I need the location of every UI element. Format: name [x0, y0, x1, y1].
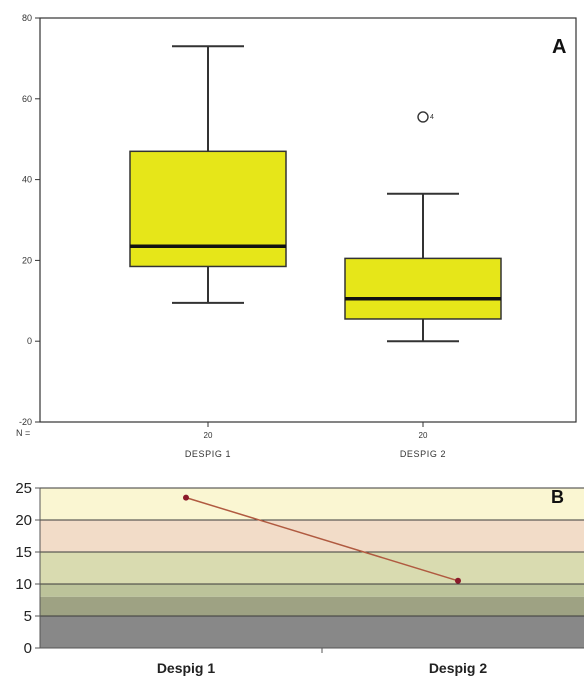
panel-b-band: [40, 584, 584, 597]
panel-b-y-axis: 0 5 10 15 20 25: [15, 480, 40, 657]
panel-a-label: A: [552, 36, 566, 58]
panel-b-linechart: 0 5 10 15 20 25 Despig 1 Despig 2 B: [15, 480, 584, 676]
panel-b-band: [40, 616, 584, 648]
panel-a-x-axis: 20 DESPIG 1 20 DESPIG 2: [185, 422, 446, 459]
panel-a-category-label: DESPIG 1: [185, 449, 231, 459]
panel-b-category-label: Despig 2: [429, 660, 488, 676]
panel-a-boxplot: A N = -20 0 20 40 60 80 4 20 DESPIG 1 20 DESPIG …: [16, 13, 577, 459]
panel-a-y-tick-label: -20: [19, 417, 32, 427]
panel-b-gridlines: [40, 487, 584, 617]
panel-a-y-tick-label: 60: [22, 94, 32, 104]
panel-a-n-label: N =: [16, 428, 30, 438]
panel-b-x-axis: Despig 1 Despig 2: [157, 660, 488, 676]
panel-b-y-tick-label: 25: [15, 480, 32, 497]
panel-a-boxes: [129, 45, 502, 343]
panel-b-series: [183, 494, 461, 584]
panel-a-y-tick-label: 80: [22, 13, 32, 23]
outlier-point: [417, 111, 429, 123]
panel-b-category-label: Despig 1: [157, 660, 216, 676]
panel-b-band: [40, 596, 584, 616]
panel-b-label: B: [551, 487, 564, 507]
panel-b-y-tick-label: 20: [15, 512, 32, 529]
box-iqr: [129, 150, 287, 268]
panel-a-plot-frame: [39, 17, 577, 423]
panel-b-y-tick-label: 5: [24, 608, 32, 625]
panel-a-category-label: DESPIG 2: [400, 449, 446, 459]
panel-a-y-tick-label: 0: [27, 336, 32, 346]
box-iqr: [344, 257, 502, 320]
panel-a-y-tick-label: 20: [22, 255, 32, 265]
panel-b-series-line: [185, 496, 459, 582]
panel-b-data-point: [455, 577, 461, 584]
panel-a-y-axis: -20 0 20 40 60 80: [19, 13, 40, 427]
panel-b-y-tick-label: 15: [15, 544, 32, 561]
panel-b-y-tick-label: 10: [15, 576, 32, 593]
panel-b-background-bands: [40, 488, 584, 648]
panel-b-data-point: [183, 494, 189, 501]
panel-a-n-value: 20: [419, 431, 428, 440]
panel-a-outliers: 4: [417, 111, 434, 123]
panel-a-n-value: 20: [204, 431, 213, 440]
panel-b-band: [40, 488, 584, 520]
panel-a-y-tick-label: 40: [22, 175, 32, 185]
panel-b-band: [40, 552, 584, 584]
panel-b-y-tick-label: 0: [24, 640, 32, 657]
outlier-label: 4: [430, 114, 434, 121]
